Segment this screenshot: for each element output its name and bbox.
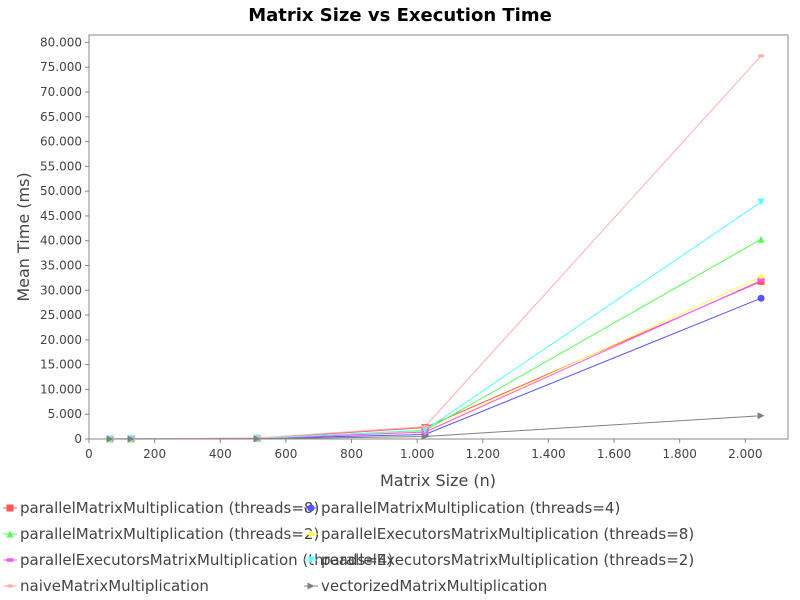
legend: parallelMatrixMultiplication (threads=8)… bbox=[3, 499, 694, 595]
legend-item: naiveMatrixMultiplication bbox=[3, 577, 209, 595]
series-points bbox=[106, 412, 765, 443]
x-tick-label: 1.600 bbox=[597, 447, 631, 461]
data-point bbox=[757, 412, 765, 420]
legend-marker bbox=[6, 584, 14, 588]
legend-label: parallelMatrixMultiplication (threads=2) bbox=[20, 525, 319, 543]
plot-area bbox=[88, 34, 789, 440]
x-tick-label: 400 bbox=[209, 447, 232, 461]
legend-label: vectorizedMatrixMultiplication bbox=[321, 577, 547, 595]
legend-item: parallelMatrixMultiplication (threads=2) bbox=[3, 525, 319, 543]
y-tick-label: 35.000 bbox=[40, 259, 82, 273]
y-tick-label: 55.000 bbox=[40, 159, 82, 173]
y-tick-label: 65.000 bbox=[40, 110, 82, 124]
x-tick-label: 200 bbox=[143, 447, 166, 461]
legend-label: parallelExecutorsMatrixMultiplication (t… bbox=[321, 525, 694, 543]
y-tick-label: 5.000 bbox=[48, 407, 82, 421]
legend-item: parallelExecutorsMatrixMultiplication (t… bbox=[304, 525, 694, 543]
chart-title: Matrix Size vs Execution Time bbox=[248, 5, 552, 26]
y-tick-label: 20.000 bbox=[40, 333, 82, 347]
data-point bbox=[253, 435, 261, 443]
y-tick-label: 40.000 bbox=[40, 234, 82, 248]
x-tick-label: 0 bbox=[85, 447, 93, 461]
y-tick-label: 10.000 bbox=[40, 382, 82, 396]
legend-marker bbox=[6, 530, 14, 538]
y-tick-label: 80.000 bbox=[40, 35, 82, 49]
y-tick-label: 50.000 bbox=[40, 184, 82, 198]
legend-label: parallelExecutorsMatrixMultiplication (t… bbox=[321, 551, 694, 569]
legend-marker bbox=[307, 504, 315, 512]
data-point bbox=[421, 433, 429, 441]
data-point bbox=[757, 294, 765, 302]
data-point bbox=[421, 424, 429, 429]
legend-item: parallelMatrixMultiplication (threads=4) bbox=[304, 499, 620, 517]
legend-label: naiveMatrixMultiplication bbox=[20, 577, 209, 595]
x-tick-label: 1.800 bbox=[663, 447, 697, 461]
y-tick-label: 15.000 bbox=[40, 358, 82, 372]
y-tick-label: 30.000 bbox=[40, 283, 82, 297]
legend-label: parallelExecutorsMatrixMultiplication (t… bbox=[20, 551, 393, 569]
x-tick-label: 600 bbox=[274, 447, 297, 461]
x-tick-label: 1.200 bbox=[466, 447, 500, 461]
data-point bbox=[757, 198, 765, 206]
data-point bbox=[757, 54, 765, 58]
y-tick-label: 75.000 bbox=[40, 60, 82, 74]
y-tick-label: 25.000 bbox=[40, 308, 82, 322]
data-point bbox=[127, 435, 135, 443]
y-tick-label: 45.000 bbox=[40, 209, 82, 223]
legend-marker bbox=[307, 582, 315, 590]
y-tick-label: 70.000 bbox=[40, 85, 82, 99]
legend-item: vectorizedMatrixMultiplication bbox=[304, 577, 547, 595]
legend-marker bbox=[6, 504, 14, 512]
data-point bbox=[757, 278, 765, 283]
legend-label: parallelMatrixMultiplication (threads=8) bbox=[20, 499, 319, 517]
data-point bbox=[106, 435, 114, 443]
y-tick-label: 0 bbox=[74, 432, 82, 446]
x-tick-label: 800 bbox=[340, 447, 363, 461]
data-point bbox=[421, 426, 429, 434]
x-tick-label: 1.400 bbox=[531, 447, 565, 461]
legend-item: parallelExecutorsMatrixMultiplication (t… bbox=[304, 551, 694, 569]
data-point bbox=[757, 235, 765, 243]
legend-label: parallelMatrixMultiplication (threads=4) bbox=[321, 499, 620, 517]
x-axis-label: Matrix Size (n) bbox=[380, 471, 496, 490]
legend-marker bbox=[6, 558, 14, 562]
legend-marker bbox=[307, 530, 315, 538]
series-markers bbox=[106, 54, 765, 443]
x-tick-label: 1.000 bbox=[400, 447, 434, 461]
x-axis-ticks: 0 200 400 600 800 1.000 1.200 1.400 1.600 1.800 2.… bbox=[85, 439, 763, 461]
y-axis-label: Mean Time (ms) bbox=[14, 172, 33, 301]
x-tick-label: 2.000 bbox=[728, 447, 762, 461]
legend-marker bbox=[307, 556, 315, 564]
legend-item: parallelExecutorsMatrixMultiplication (t… bbox=[3, 551, 393, 569]
y-axis-ticks: 0 5.000 10.000 15.000 20.000 25.000 30.000 35.0… bbox=[40, 35, 89, 446]
legend-item: parallelMatrixMultiplication (threads=8) bbox=[3, 499, 319, 517]
y-tick-label: 60.000 bbox=[40, 135, 82, 149]
